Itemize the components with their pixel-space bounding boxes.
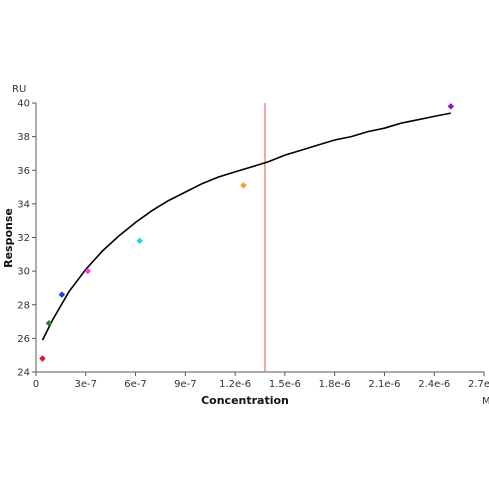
x-tick-label: 0 xyxy=(33,379,39,390)
x-tick-label: 1.2e-6 xyxy=(219,379,251,390)
data-point-diamond xyxy=(58,291,66,299)
x-tick-label: 2.7e-6 xyxy=(468,379,489,390)
x-tick-label: 2.4e-6 xyxy=(418,379,450,390)
y-tick-label: 40 xyxy=(17,99,30,110)
x-tick-label: 1.8e-6 xyxy=(319,379,351,390)
data-points xyxy=(39,103,455,362)
data-point-diamond xyxy=(45,319,53,327)
x-unit-label: M xyxy=(482,396,489,407)
data-point-diamond xyxy=(84,267,92,275)
y-tick-label: 24 xyxy=(17,368,30,379)
y-tick-label: 34 xyxy=(17,199,30,210)
data-point-diamond xyxy=(240,182,247,189)
y-tick-label: 30 xyxy=(17,267,30,278)
fit-curve-group xyxy=(41,112,451,341)
x-axis-ticks: 0 3e-7 6e-7 9e-7 1.2e-6 1.5e-6 1.8e-6 2.1e-6 2.4… xyxy=(33,372,489,390)
y-tick-label: 28 xyxy=(17,300,30,311)
y-tick-label: 38 xyxy=(17,132,30,143)
data-point-diamond xyxy=(39,355,46,362)
y-tick-label: 36 xyxy=(17,166,30,177)
x-tick-label: 2.1e-6 xyxy=(368,379,400,390)
y-unit-label: RU xyxy=(12,84,26,95)
data-point-diamond xyxy=(136,237,144,245)
fit-curve xyxy=(41,112,451,341)
x-tick-label: 1.5e-6 xyxy=(269,379,301,390)
data-point-diamond xyxy=(447,103,455,110)
x-tick-label: 3e-7 xyxy=(75,379,98,390)
y-tick-label: 26 xyxy=(17,334,30,345)
y-tick-label: 32 xyxy=(17,233,30,244)
axes xyxy=(35,103,484,373)
y-axis-title: Response xyxy=(2,208,15,268)
x-axis-title: Concentration xyxy=(201,394,289,407)
x-tick-label: 9e-7 xyxy=(174,379,197,390)
x-tick-label: 6e-7 xyxy=(124,379,147,390)
y-axis-ticks: 24 26 28 30 32 34 36 38 40 xyxy=(17,99,36,379)
